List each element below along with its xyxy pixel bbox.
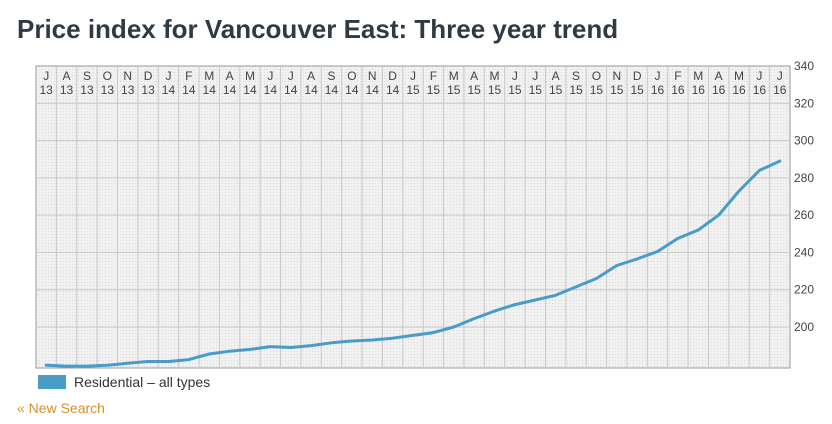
month-label: N — [123, 69, 132, 83]
month-label: M — [693, 69, 703, 83]
month-label: S — [83, 69, 91, 83]
year-label: 15 — [610, 83, 624, 97]
month-label: D — [633, 69, 642, 83]
legend-label-residential: Residential – all types — [74, 374, 211, 390]
new-search-link[interactable]: « New Search — [17, 400, 105, 416]
month-label: O — [592, 69, 601, 83]
year-label: 15 — [447, 83, 461, 97]
year-label: 14 — [162, 83, 176, 97]
year-label: 15 — [406, 83, 420, 97]
month-label: N — [368, 69, 377, 83]
year-label: 15 — [630, 83, 644, 97]
year-label: 13 — [141, 83, 155, 97]
year-label: 13 — [60, 83, 74, 97]
month-label: S — [327, 69, 335, 83]
series-line-residential — [44, 159, 782, 368]
year-label: 15 — [427, 83, 441, 97]
year-label: 16 — [671, 83, 685, 97]
year-label: 15 — [529, 83, 543, 97]
year-label: 16 — [732, 83, 746, 97]
legend-swatch — [38, 375, 66, 389]
month-label: A — [715, 69, 723, 83]
month-label: A — [470, 69, 478, 83]
month-label: M — [245, 69, 255, 83]
month-label: F — [430, 69, 437, 83]
y-tick-label: 260 — [794, 208, 814, 222]
y-tick-label: 220 — [794, 283, 814, 297]
y-tick-label: 240 — [794, 245, 814, 259]
month-label: M — [490, 69, 500, 83]
y-tick-label: 280 — [794, 171, 814, 185]
year-label: 13 — [40, 83, 54, 97]
month-label: M — [449, 69, 459, 83]
month-label: J — [532, 69, 538, 83]
y-tick-label: 320 — [794, 96, 814, 110]
month-label: A — [226, 69, 234, 83]
year-label: 16 — [753, 83, 767, 97]
plot-area — [35, 65, 791, 369]
year-label: 16 — [773, 83, 787, 97]
year-label: 14 — [284, 83, 298, 97]
month-label: A — [552, 69, 560, 83]
month-label: J — [655, 69, 661, 83]
month-label: F — [674, 69, 681, 83]
year-label: 14 — [304, 83, 318, 97]
year-label: 16 — [651, 83, 665, 97]
month-label: S — [572, 69, 580, 83]
year-label: 13 — [80, 83, 94, 97]
month-label: J — [165, 69, 171, 83]
year-label: 15 — [467, 83, 481, 97]
month-label: D — [388, 69, 397, 83]
year-label: 15 — [590, 83, 604, 97]
month-label: O — [347, 69, 356, 83]
month-label: M — [734, 69, 744, 83]
legend: Residential – all types — [38, 373, 210, 391]
year-label: 15 — [508, 83, 522, 97]
month-label: J — [512, 69, 518, 83]
year-label: 14 — [203, 83, 217, 97]
month-label: N — [612, 69, 621, 83]
month-label: A — [63, 69, 71, 83]
month-label: J — [288, 69, 294, 83]
y-tick-label: 340 — [794, 59, 814, 73]
month-label: J — [267, 69, 273, 83]
year-label: 14 — [325, 83, 339, 97]
month-label: M — [204, 69, 214, 83]
year-label: 14 — [366, 83, 380, 97]
year-label: 15 — [569, 83, 583, 97]
year-label: 15 — [488, 83, 502, 97]
month-label: J — [43, 69, 49, 83]
year-label: 16 — [692, 83, 706, 97]
month-label: F — [185, 69, 192, 83]
year-label: 13 — [121, 83, 135, 97]
y-tick-label: 300 — [794, 134, 814, 148]
month-label: A — [307, 69, 315, 83]
month-label: J — [756, 69, 762, 83]
month-label: D — [144, 69, 153, 83]
month-label: J — [410, 69, 416, 83]
year-label: 14 — [386, 83, 400, 97]
year-label: 14 — [223, 83, 237, 97]
year-label: 14 — [243, 83, 257, 97]
y-tick-label: 200 — [794, 320, 814, 334]
year-label: 14 — [182, 83, 196, 97]
year-label: 14 — [345, 83, 359, 97]
year-label: 15 — [549, 83, 563, 97]
year-label: 13 — [101, 83, 115, 97]
year-label: 16 — [712, 83, 726, 97]
year-label: 14 — [264, 83, 278, 97]
month-label: O — [103, 69, 112, 83]
month-label: J — [777, 69, 783, 83]
page-title: Price index for Vancouver East: Three ye… — [17, 14, 619, 44]
